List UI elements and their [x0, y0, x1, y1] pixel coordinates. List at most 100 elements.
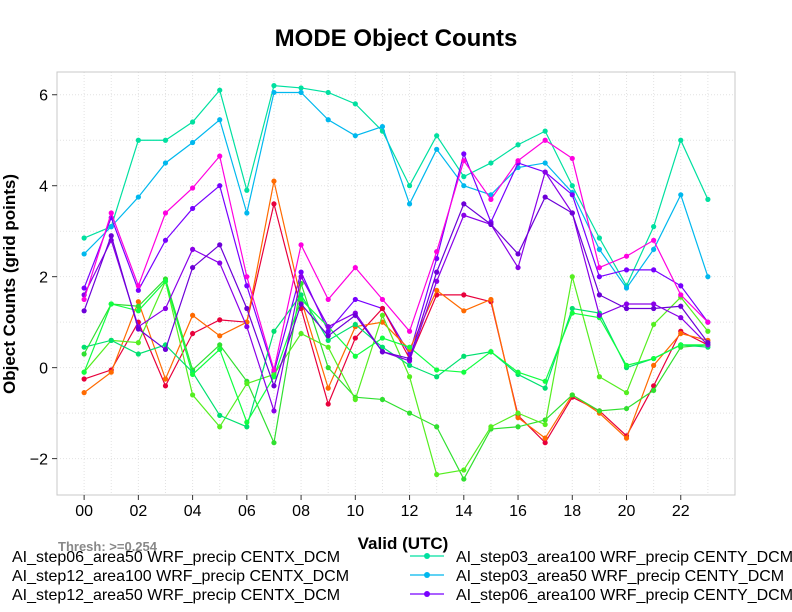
- data-point: [569, 310, 575, 316]
- data-point: [352, 335, 358, 341]
- data-point: [488, 349, 494, 355]
- data-point: [434, 287, 440, 293]
- series-12: [81, 137, 711, 373]
- data-point: [325, 337, 331, 343]
- data-point: [651, 383, 657, 389]
- data-point: [569, 305, 575, 312]
- data-point: [352, 312, 358, 318]
- data-point: [461, 467, 467, 473]
- data-point: [623, 362, 630, 368]
- data-point: [135, 283, 141, 289]
- y-tick-label: 6: [39, 88, 48, 105]
- x-tick-label: 10: [346, 503, 364, 520]
- data-point: [271, 440, 277, 446]
- data-point: [623, 435, 630, 441]
- data-point: [651, 305, 657, 312]
- data-point: [542, 421, 548, 428]
- data-point: [678, 303, 684, 309]
- data-point: [298, 269, 304, 275]
- data-point: [298, 242, 304, 248]
- legend-entry-right: AI_step06_area100 WRF_precip CENTY_DCM: [456, 587, 792, 604]
- series-9: [81, 278, 711, 425]
- data-point: [217, 183, 223, 189]
- data-point: [596, 374, 603, 380]
- data-point: [461, 183, 467, 189]
- data-point: [298, 292, 304, 298]
- data-point: [244, 187, 250, 193]
- data-point: [515, 264, 521, 271]
- data-point: [135, 299, 141, 305]
- data-point: [488, 221, 494, 227]
- data-point: [461, 201, 467, 207]
- x-tick-label: 00: [75, 503, 93, 520]
- x-tick-label: 18: [563, 503, 581, 520]
- legend-swatch-marker: [424, 591, 430, 597]
- data-point: [406, 355, 413, 362]
- data-point: [542, 160, 548, 166]
- data-point: [678, 342, 684, 348]
- x-tick-label: 14: [455, 503, 473, 520]
- data-point: [81, 369, 87, 375]
- data-point: [108, 233, 114, 239]
- y-tick-label: 2: [39, 270, 48, 287]
- data-point: [162, 210, 169, 216]
- data-point: [81, 390, 87, 396]
- series-line: [83, 203, 709, 444]
- series-line: [83, 280, 708, 424]
- data-point: [190, 330, 196, 337]
- data-point: [271, 374, 277, 380]
- series-11: [81, 194, 711, 389]
- data-point: [434, 269, 440, 275]
- data-point: [461, 476, 467, 482]
- data-point: [569, 210, 575, 216]
- data-point: [81, 351, 87, 357]
- data-point: [596, 264, 603, 271]
- data-point: [406, 201, 413, 207]
- data-point: [352, 396, 358, 403]
- data-point: [406, 410, 413, 416]
- data-point: [271, 201, 277, 207]
- data-point: [623, 305, 630, 312]
- data-point: [81, 344, 87, 350]
- data-point: [81, 376, 87, 382]
- data-point: [190, 312, 196, 318]
- data-point: [352, 353, 358, 359]
- data-point: [162, 137, 169, 143]
- data-point: [542, 137, 548, 143]
- data-point: [569, 392, 575, 398]
- data-point: [271, 367, 277, 373]
- series-line: [83, 196, 709, 388]
- series-line: [83, 277, 708, 481]
- data-point: [162, 237, 169, 243]
- y-tick-label: 4: [39, 179, 48, 196]
- data-point: [678, 192, 684, 198]
- data-point: [217, 412, 223, 419]
- data-point: [135, 308, 141, 314]
- data-point: [190, 119, 196, 125]
- data-point: [542, 169, 548, 175]
- data-point: [542, 378, 548, 384]
- data-point: [108, 224, 114, 230]
- data-point: [325, 89, 331, 96]
- data-point: [379, 396, 386, 403]
- data-point: [162, 376, 169, 382]
- data-point: [298, 301, 304, 307]
- legend-entry-left: AI_step12_area50 WRF_precip CENTX_DCM: [12, 587, 340, 604]
- series-line: [83, 151, 709, 375]
- series-line: [83, 276, 709, 476]
- data-point: [651, 355, 657, 362]
- series-5: [81, 178, 711, 441]
- chart-title: MODE Object Counts: [275, 25, 518, 52]
- data-point: [434, 278, 440, 284]
- legend-entry-left: AI_step12_area100 WRF_precip CENTX_DCM: [12, 568, 349, 585]
- data-point: [461, 174, 467, 180]
- data-point: [81, 296, 87, 303]
- data-point: [135, 137, 141, 143]
- data-point: [379, 344, 386, 350]
- y-tick-label: 0: [39, 361, 48, 378]
- data-point: [596, 274, 603, 280]
- data-point: [162, 305, 169, 312]
- data-point: [81, 251, 87, 257]
- data-point: [651, 321, 657, 328]
- data-point: [271, 178, 277, 184]
